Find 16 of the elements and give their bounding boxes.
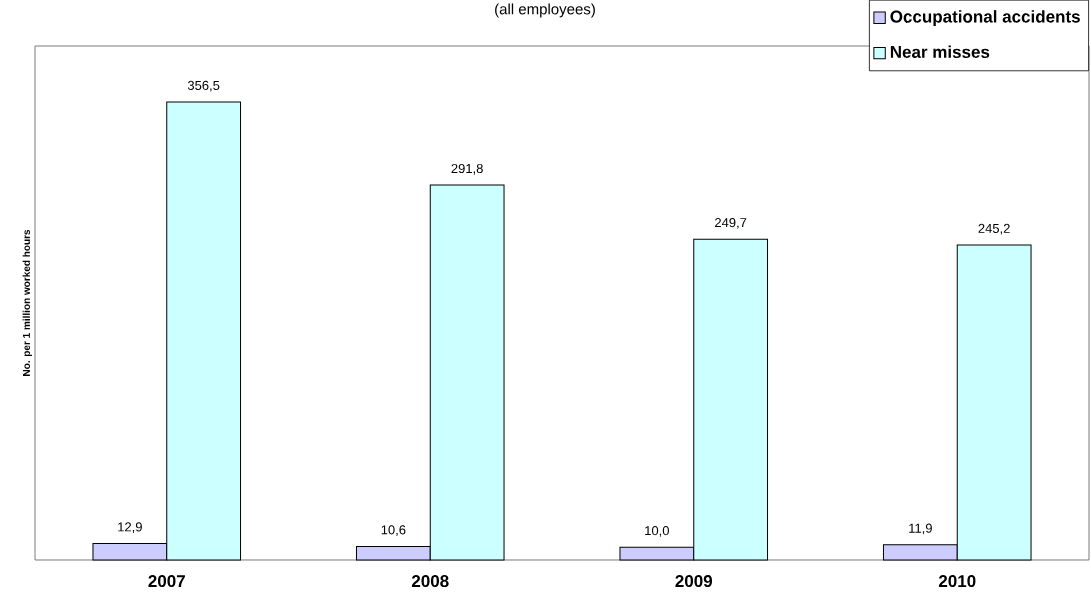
data-label: 11,9 xyxy=(909,523,932,535)
chart-title: (all employees) xyxy=(495,3,595,18)
data-label: 10,0 xyxy=(645,526,669,537)
data-label: 356,5 xyxy=(187,80,220,92)
x-tick-label: 2010 xyxy=(938,575,976,588)
y-axis-title: No. per 1 million worked hours xyxy=(22,229,32,376)
data-label: 249,7 xyxy=(715,218,747,229)
legend-label: Occupational accidents xyxy=(890,10,1080,26)
x-tick-label: 2007 xyxy=(148,575,185,588)
x-tick-label: 2009 xyxy=(675,575,713,588)
data-label: 12,9 xyxy=(118,522,142,534)
data-label: 291,8 xyxy=(451,163,483,175)
data-label: 10,6 xyxy=(381,525,406,536)
data-label: 245,2 xyxy=(978,223,1010,235)
legend-label: Near misses xyxy=(890,45,990,58)
x-tick-label: 2008 xyxy=(411,575,449,588)
